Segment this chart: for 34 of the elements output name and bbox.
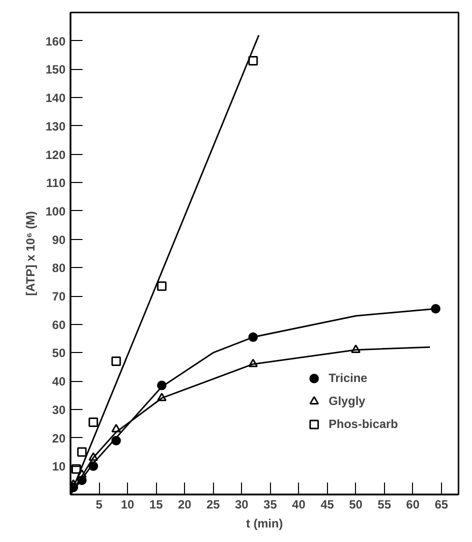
- y-tick-label: 60: [52, 318, 66, 332]
- legend-label: Glygly: [328, 394, 366, 408]
- y-tick-label: 50: [52, 346, 66, 360]
- y-tick-label: 130: [45, 119, 66, 134]
- y-axis-title: [ATP] x 10⁶ (M): [23, 211, 38, 296]
- y-tick-label: 70: [52, 290, 66, 304]
- y-tick-label: 20: [52, 431, 66, 446]
- y-tick-label: 140: [45, 91, 66, 106]
- y-tick-label: 110: [46, 176, 66, 190]
- y-tick-label: 160: [45, 34, 66, 48]
- x-tick-label: 55: [378, 498, 392, 512]
- y-tick-label: 150: [45, 62, 66, 77]
- y-tick-label: 30: [52, 402, 66, 417]
- x-tick-label: 35: [264, 498, 278, 512]
- y-tick-label: 80: [52, 261, 66, 276]
- x-axis-title: t (min): [246, 516, 283, 530]
- y-tick-label: 40: [52, 374, 66, 389]
- x-tick-label: 60: [406, 498, 420, 512]
- x-tick-label: 25: [206, 498, 220, 512]
- y-tick-label: 90: [52, 232, 66, 247]
- x-tick-label: 45: [320, 498, 334, 512]
- x-tick-label: 65: [434, 498, 448, 512]
- x-tick-label: 10: [120, 498, 135, 512]
- x-tick-label: 40: [292, 498, 306, 512]
- y-tick-label: 10: [52, 460, 66, 474]
- legend-label: Tricine: [328, 371, 368, 385]
- y-tick-label: 120: [45, 148, 66, 162]
- x-tick-label: 5: [96, 498, 103, 512]
- x-tick-label: 50: [349, 498, 363, 512]
- legend-label: Phos-bicarb: [328, 417, 398, 431]
- x-tick-label: 30: [235, 498, 249, 512]
- x-tick-label: 15: [149, 498, 164, 512]
- x-tick-label: 20: [178, 498, 192, 512]
- y-tick-label: 100: [45, 204, 66, 218]
